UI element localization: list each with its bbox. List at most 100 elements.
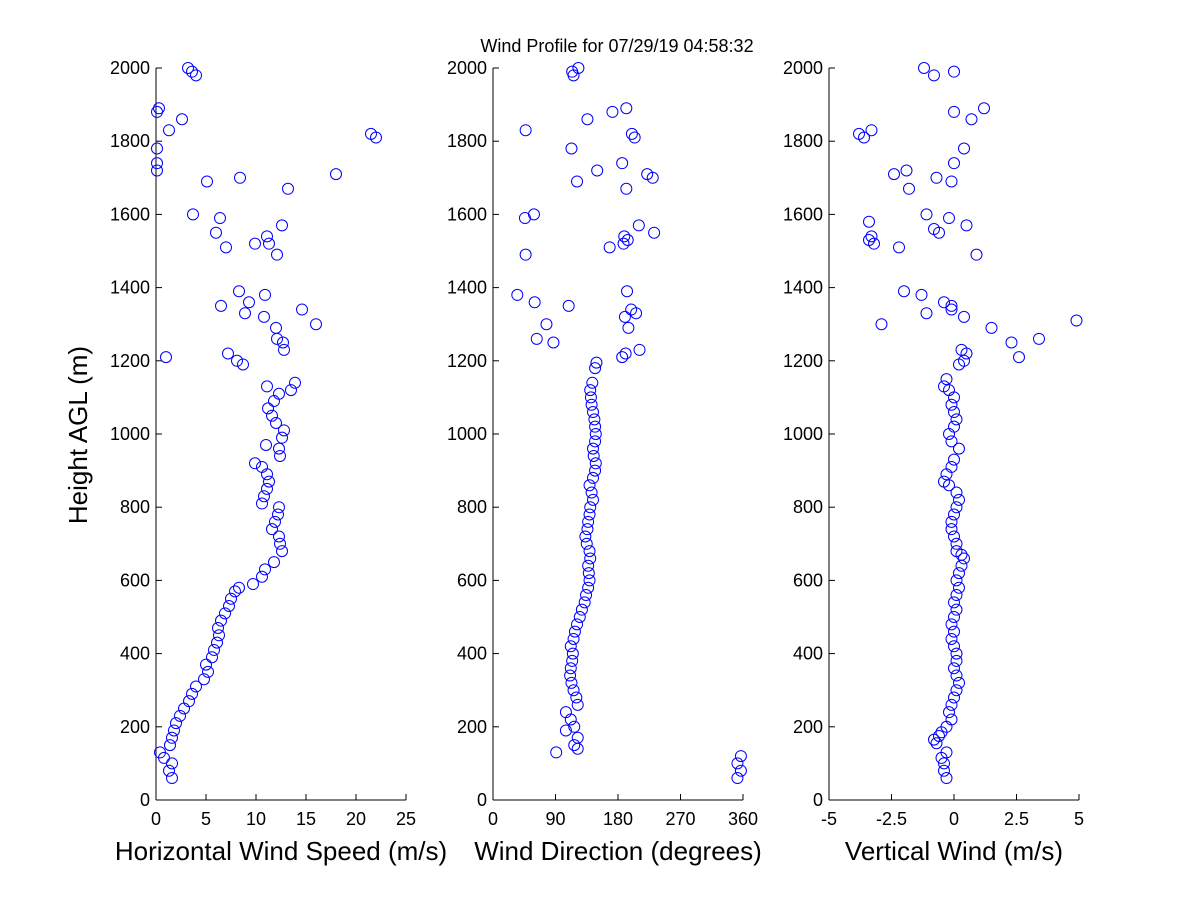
data-point — [589, 362, 602, 375]
data-point — [945, 303, 958, 316]
data-point — [616, 157, 629, 170]
data-point — [215, 614, 227, 627]
x-tick-label: 5 — [201, 809, 211, 829]
data-point — [565, 142, 578, 155]
data-point — [233, 285, 245, 298]
data-point — [186, 65, 198, 78]
data-point — [266, 409, 278, 422]
data-point — [619, 347, 632, 360]
data-point — [261, 380, 273, 393]
data-point — [948, 420, 960, 433]
data-point — [261, 230, 273, 243]
data-point — [215, 299, 227, 312]
data-point — [945, 398, 958, 411]
y-tick-label: 1800 — [110, 131, 150, 151]
data-point — [955, 343, 968, 356]
data-point — [940, 772, 953, 785]
data-point — [166, 731, 178, 744]
data-point — [928, 223, 940, 236]
data-point — [527, 208, 540, 221]
data-point — [277, 336, 289, 349]
data-point — [587, 449, 600, 462]
data-point — [940, 373, 953, 386]
data-point — [276, 219, 288, 232]
data-point — [249, 237, 261, 250]
data-point — [948, 65, 960, 78]
data-point — [617, 237, 630, 250]
data-point — [953, 567, 965, 580]
data-point — [183, 695, 195, 708]
data-point — [950, 486, 963, 499]
data-point — [938, 380, 950, 393]
data-point — [950, 545, 963, 558]
data-point — [573, 611, 586, 623]
y-tick-label: 800 — [120, 497, 150, 517]
data-point — [945, 515, 958, 528]
data-point — [256, 497, 268, 510]
data-point — [571, 175, 584, 188]
data-point — [920, 208, 933, 221]
data-point — [170, 717, 182, 730]
data-point — [965, 113, 978, 126]
data-point — [268, 556, 280, 569]
data-point — [258, 490, 270, 503]
data-point — [584, 384, 597, 397]
data-point — [734, 764, 747, 777]
y-tick-label: 2000 — [783, 58, 823, 78]
data-point — [154, 746, 166, 759]
data-point — [273, 501, 285, 514]
data-point — [953, 493, 965, 506]
data-point — [945, 435, 958, 448]
data-point — [958, 142, 970, 155]
data-point — [915, 288, 928, 301]
data-point — [945, 632, 958, 645]
data-point — [153, 102, 165, 115]
y-tick-label: 800 — [793, 497, 823, 517]
y-tick-label: 200 — [793, 717, 823, 737]
data-point — [190, 69, 202, 82]
data-point — [564, 669, 577, 682]
vertical-wind-panel: 0 200 400 600 800 1000 1200 1400 1600 1800 2000 -5 -… — [783, 58, 1084, 866]
y-tick-label: 600 — [120, 570, 150, 590]
data-point — [206, 651, 218, 664]
data-point — [618, 230, 631, 243]
data-point — [948, 453, 960, 466]
data-point — [256, 460, 268, 473]
y-tick-label: 0 — [477, 790, 487, 810]
data-point — [928, 69, 940, 82]
data-point — [247, 578, 259, 591]
data-point — [234, 171, 246, 184]
data-point — [621, 285, 634, 298]
data-point — [940, 746, 953, 759]
data-point — [590, 356, 603, 369]
data-point — [953, 581, 965, 594]
data-point — [182, 62, 194, 74]
data-point — [945, 460, 958, 473]
data-point — [943, 706, 955, 719]
data-point — [274, 449, 286, 462]
data-point — [583, 574, 596, 587]
x-tick-label: 2.5 — [1004, 809, 1029, 829]
data-point — [960, 219, 973, 232]
data-point — [900, 164, 913, 177]
data-point — [948, 662, 960, 675]
data-point — [620, 102, 633, 115]
data-point — [950, 669, 963, 682]
data-point — [571, 731, 584, 744]
y-tick-label: 1000 — [447, 424, 487, 444]
data-point — [263, 237, 275, 250]
data-point — [858, 131, 870, 144]
data-point — [581, 113, 594, 126]
y-tick-label: 1600 — [783, 204, 823, 224]
data-point — [528, 296, 541, 309]
data-point — [625, 303, 638, 316]
figure-title: Wind Profile for 07/29/19 04:58:32 — [480, 36, 753, 56]
data-point — [263, 475, 275, 488]
data-point — [589, 420, 602, 433]
data-point — [632, 219, 645, 232]
y-tick-label: 1800 — [447, 131, 487, 151]
data-point — [270, 417, 282, 430]
data-point — [953, 676, 965, 689]
x-tick-label: 10 — [246, 809, 266, 829]
data-point — [519, 124, 532, 137]
